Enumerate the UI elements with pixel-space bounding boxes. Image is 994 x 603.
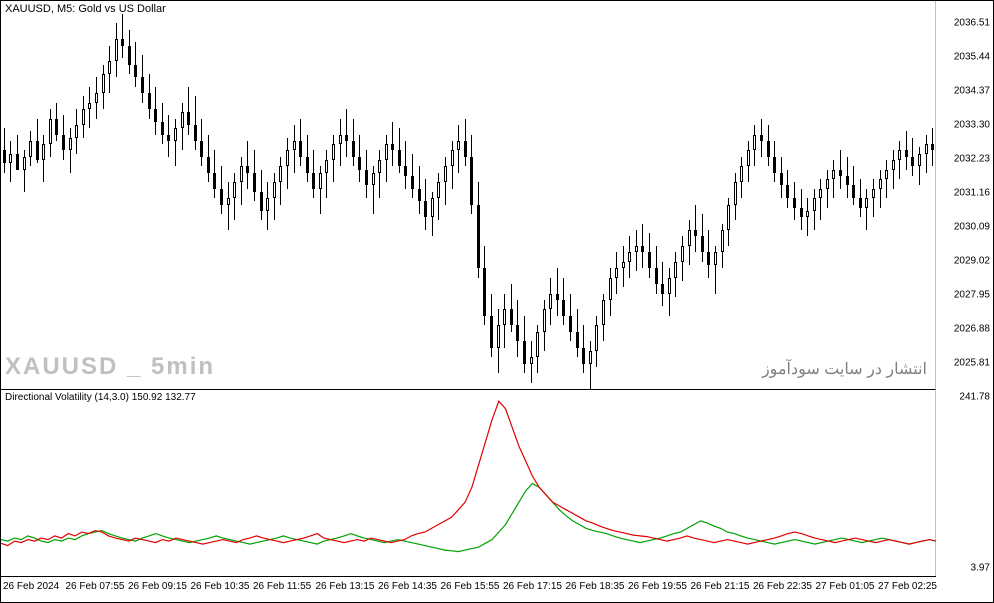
price-label: 2027.95 [954, 290, 990, 301]
price-label: 2026.88 [954, 324, 990, 335]
time-label: 26 Feb 15:55 [441, 581, 500, 592]
indicator-label: 241.78 [959, 392, 990, 403]
price-y-axis: 2025.81 2026.88 2027.95 2029.02 2030.09 2031.… [936, 1, 994, 389]
time-label: 26 Feb 22:35 [753, 581, 812, 592]
price-label: 2032.23 [954, 154, 990, 165]
time-label: 26 Feb 14:35 [378, 581, 437, 592]
time-label: 26 Feb 17:15 [503, 581, 562, 592]
price-label: 2030.09 [954, 222, 990, 233]
watermark-symbol: XAUUSD _ 5min [5, 353, 215, 381]
price-label: 2029.02 [954, 256, 990, 267]
time-label: 26 Feb 21:15 [691, 581, 750, 592]
watermark-site: انتشار در سایت سودآموز [762, 359, 927, 379]
price-label: 2031.16 [954, 188, 990, 199]
time-label: 26 Feb 11:55 [253, 581, 311, 592]
indicator-label: 3.97 [971, 563, 990, 574]
indicator-y-axis: 241.78 3.97 [936, 389, 994, 576]
price-label: 2034.37 [954, 86, 990, 97]
time-label: 26 Feb 09:15 [128, 581, 187, 592]
time-label: 27 Feb 02:25 [878, 581, 937, 592]
chart-title: XAUUSD, M5: Gold vs US Dollar [5, 3, 166, 15]
price-label: 2033.30 [954, 120, 990, 131]
time-label: 27 Feb 01:05 [816, 581, 875, 592]
indicator-chart[interactable]: Directional Volatility (14,3.0) 150.92 1… [1, 389, 936, 576]
time-label: 26 Feb 07:55 [66, 581, 125, 592]
time-label: 26 Feb 13:15 [316, 581, 375, 592]
chart-container: XAUUSD, M5: Gold vs US Dollar XAUUSD _ 5… [0, 0, 994, 603]
time-label: 26 Feb 10:35 [191, 581, 250, 592]
time-label: 26 Feb 18:35 [566, 581, 625, 592]
price-label: 2036.51 [954, 17, 990, 28]
time-label: 26 Feb 2024 [3, 581, 59, 592]
time-label: 26 Feb 19:55 [628, 581, 687, 592]
indicator-lines [1, 390, 936, 577]
price-chart[interactable]: XAUUSD, M5: Gold vs US Dollar XAUUSD _ 5… [1, 1, 936, 389]
price-label: 2025.81 [954, 358, 990, 369]
price-label: 2035.44 [954, 51, 990, 62]
time-x-axis: 26 Feb 2024 26 Feb 07:5526 Feb 09:15 26 Fe… [1, 576, 936, 603]
